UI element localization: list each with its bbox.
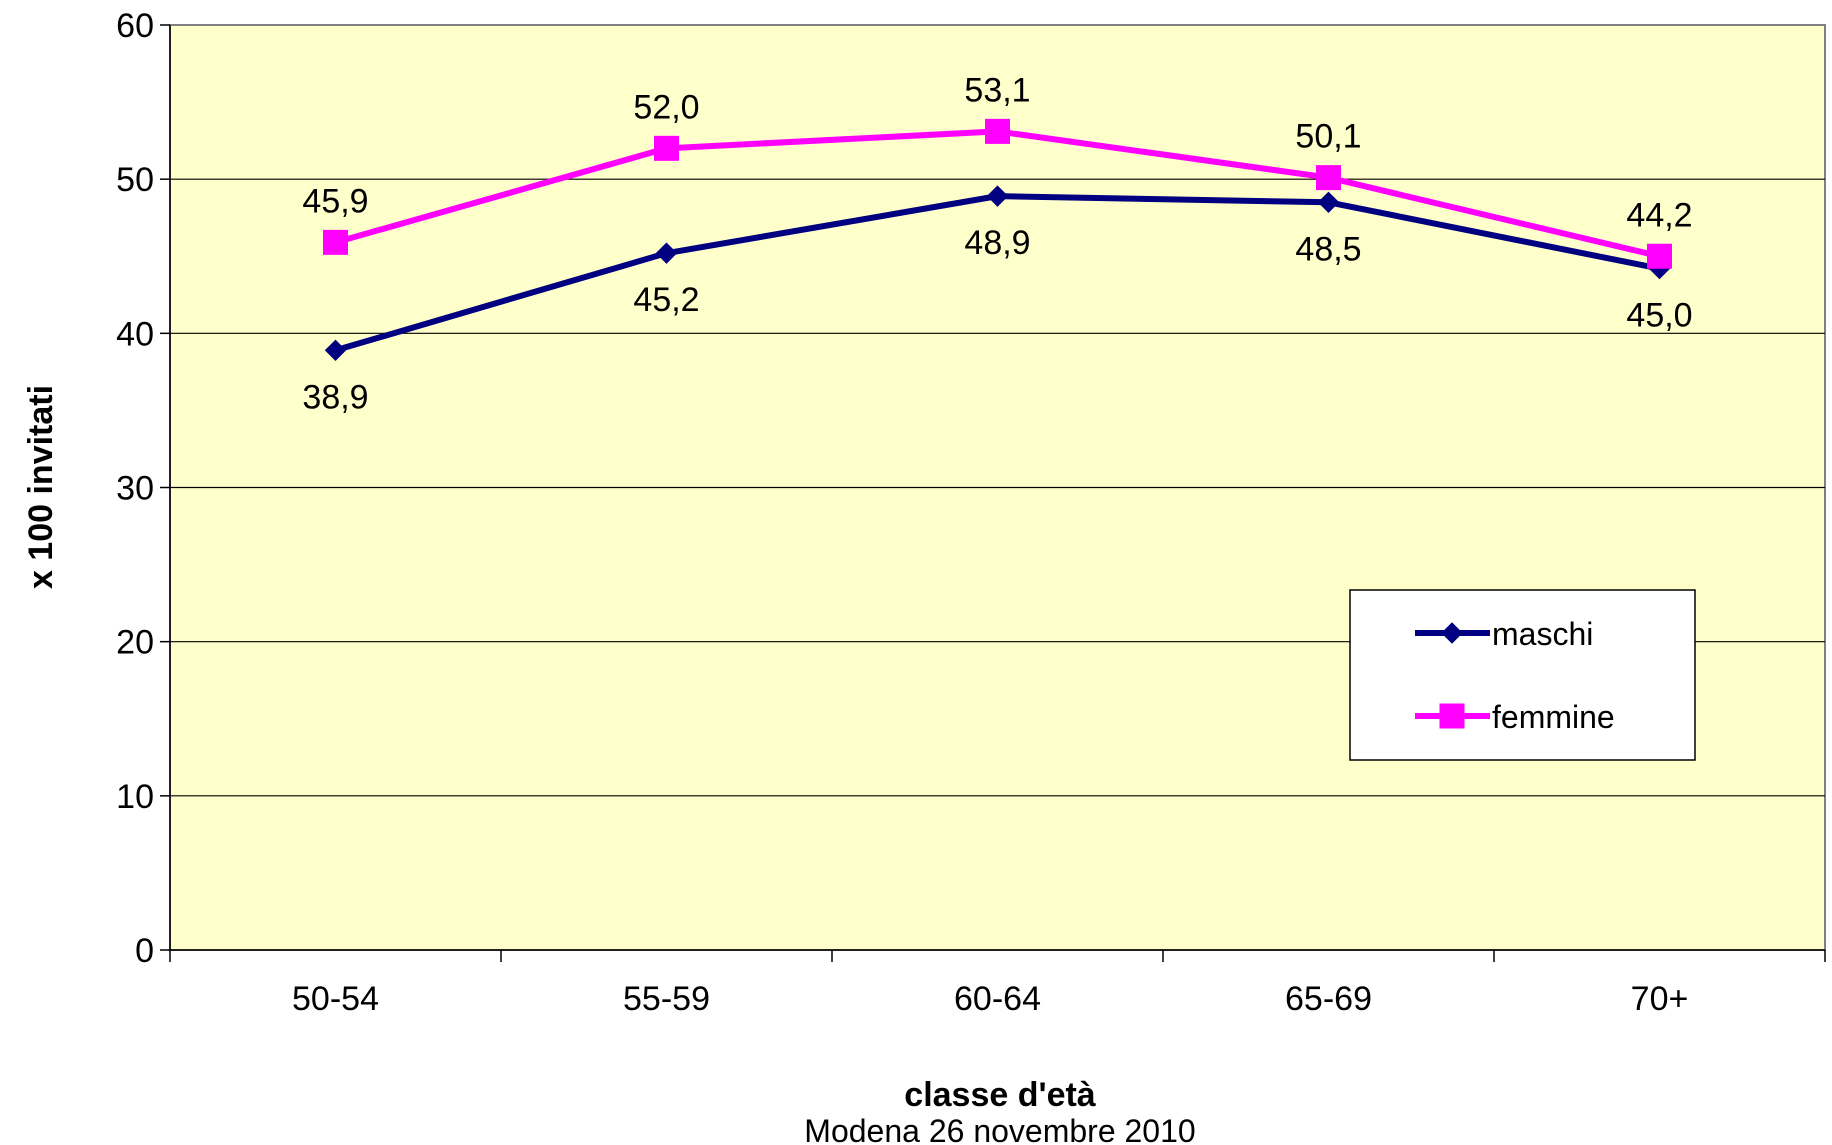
x-tick-label: 65-69 (1285, 980, 1372, 1018)
data-point-marker (655, 242, 678, 264)
y-tick-label: 20 (116, 624, 154, 662)
data-label: 52,0 (633, 88, 699, 126)
data-point-marker (1441, 622, 1463, 644)
data-label: 44,2 (1626, 196, 1692, 234)
data-label: 48,5 (1295, 230, 1361, 268)
y-tick-label: 10 (116, 778, 154, 816)
y-axis-title: x 100 invitati (22, 385, 60, 589)
data-point-marker (654, 135, 679, 161)
legend-label: maschi (1492, 616, 1593, 652)
footer-text: Modena 26 novembre 2010 (804, 1113, 1195, 1145)
y-axis-ticks: 0 10 20 30 40 50 60 (116, 7, 170, 970)
x-tick-label: 60-64 (954, 980, 1041, 1018)
data-label: 48,9 (964, 224, 1030, 262)
y-tick-label: 30 (116, 470, 154, 508)
data-point-marker (985, 118, 1010, 144)
data-point-marker (1316, 165, 1341, 191)
data-point-marker (324, 339, 347, 361)
data-label: 38,9 (302, 378, 368, 416)
x-tick-label: 70+ (1631, 980, 1689, 1018)
series-lines (323, 118, 1672, 361)
data-label: 53,1 (964, 71, 1030, 109)
y-tick-label: 0 (135, 932, 154, 970)
x-tick-label: 55-59 (623, 980, 710, 1018)
x-axis-title: classe d'età (904, 1076, 1096, 1114)
data-label: 45,0 (1626, 297, 1692, 335)
data-point-marker (1317, 191, 1340, 213)
data-point-marker (986, 185, 1009, 207)
legend: maschi femmine (1349, 589, 1696, 761)
data-point-marker (323, 229, 348, 255)
y-tick-label: 40 (116, 315, 154, 353)
y-tick-label: 50 (116, 161, 154, 199)
data-label: 45,9 (302, 182, 368, 220)
data-point-marker (1647, 243, 1672, 269)
legend-box (1349, 589, 1696, 761)
legend-label: femmine (1492, 699, 1615, 735)
x-tick-label: 50-54 (292, 980, 379, 1018)
data-point-marker (1439, 703, 1465, 729)
x-axis-ticks: 50-54 55-59 60-64 65-69 70+ (169, 950, 1826, 1018)
data-label: 50,1 (1295, 118, 1361, 156)
y-tick-label: 60 (116, 7, 154, 45)
data-label: 45,2 (633, 281, 699, 319)
data-labels: 38,9 45,2 48,9 48,5 45,0 45,9 52,0 53,1 50,1 44,2 (302, 71, 1692, 416)
